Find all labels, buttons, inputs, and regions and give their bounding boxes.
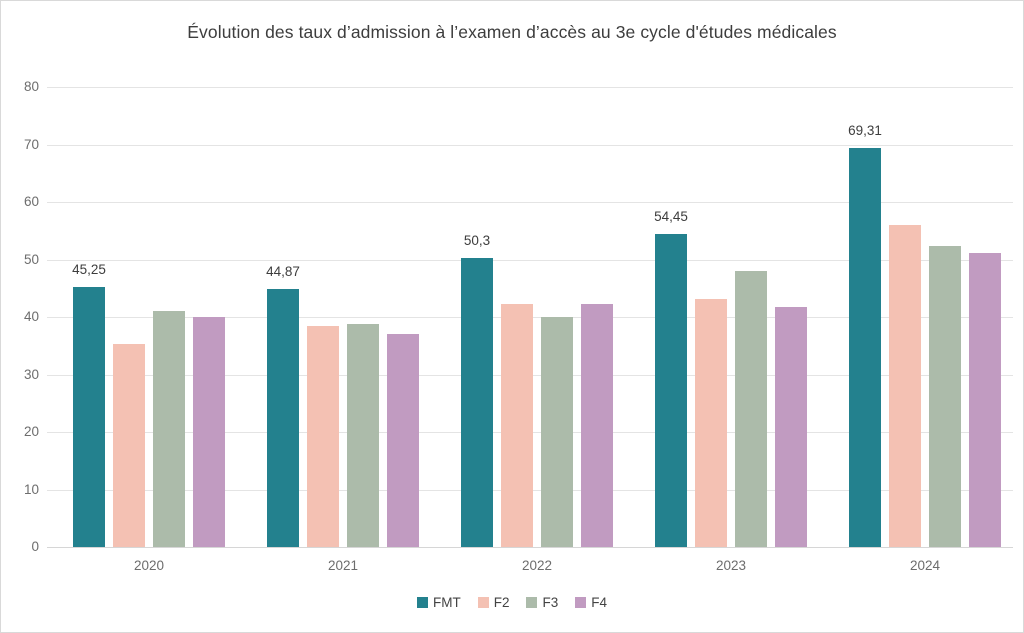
x-axis-tick-label: 2023 <box>715 558 747 573</box>
bar-fmt-2024 <box>849 148 881 547</box>
legend: FMT F2 F3 F4 <box>1 592 1023 612</box>
x-axis-tick-label: 2021 <box>327 558 359 573</box>
bar-value-label: 69,31 <box>848 123 882 139</box>
bar-value-label: 50,3 <box>463 232 491 248</box>
y-axis-tick-label: 0 <box>31 539 39 554</box>
bar-f4-2024 <box>969 252 1001 547</box>
x-axis-tick-label: 2020 <box>133 558 165 573</box>
bar-fmt-2020 <box>73 286 105 547</box>
bar-value-label: 54,45 <box>654 208 688 224</box>
bar-value-label: 45,25 <box>72 261 106 277</box>
legend-item-fmt: FMT <box>416 594 461 610</box>
bar-f2-2022 <box>501 304 533 547</box>
legend-label: F3 <box>542 594 559 610</box>
bar-f4-2021 <box>387 334 419 547</box>
legend-item-f2: F2 <box>477 594 510 610</box>
legend-label: F2 <box>493 594 510 610</box>
legend-label: FMT <box>432 594 461 610</box>
bar-f2-2020 <box>113 344 145 547</box>
x-axis-tick-label: 2022 <box>521 558 553 573</box>
y-axis-tick-label: 10 <box>23 481 39 497</box>
x-axis-tick-label: 2024 <box>909 558 941 573</box>
bar-f3-2024 <box>929 246 961 547</box>
bar-f2-2024 <box>889 225 921 547</box>
bar-f4-2022 <box>581 304 613 547</box>
bar-f2-2021 <box>307 326 339 547</box>
bar-f4-2023 <box>775 307 807 547</box>
gridline <box>47 547 1013 548</box>
bar-value-label: 44,87 <box>266 263 300 279</box>
y-axis-tick-label: 30 <box>23 366 39 382</box>
bar-f3-2020 <box>153 311 185 547</box>
y-axis-tick-label: 40 <box>23 309 39 324</box>
bar-fmt-2023 <box>655 233 687 547</box>
legend-item-f4: F4 <box>575 595 607 610</box>
bar-fmt-2021 <box>267 288 299 547</box>
bar-fmt-2022 <box>461 257 493 547</box>
bar-f3-2022 <box>541 317 573 547</box>
y-axis-tick-label: 50 <box>23 251 39 267</box>
bar-f4-2020 <box>193 317 225 547</box>
gridline <box>47 202 1013 203</box>
chart-title: Évolution des taux d’admission à l’exame… <box>187 22 837 42</box>
legend-swatch-icon <box>416 596 428 608</box>
bar-f3-2021 <box>347 324 379 547</box>
gridline <box>47 259 1013 261</box>
bar-f3-2023 <box>735 271 767 547</box>
y-axis-tick-label: 20 <box>23 424 39 439</box>
legend-item-f3: F3 <box>526 595 558 610</box>
legend-swatch-icon <box>526 596 538 608</box>
legend-swatch-icon <box>575 596 587 608</box>
legend-label: F4 <box>591 594 608 610</box>
legend-swatch-icon <box>477 596 489 608</box>
gridline <box>47 144 1013 146</box>
bar-f2-2023 <box>695 298 727 547</box>
y-axis-tick-label: 70 <box>23 136 39 152</box>
y-axis-tick-label: 60 <box>23 194 39 209</box>
y-axis-tick-label: 80 <box>23 79 39 94</box>
gridline <box>47 87 1013 88</box>
